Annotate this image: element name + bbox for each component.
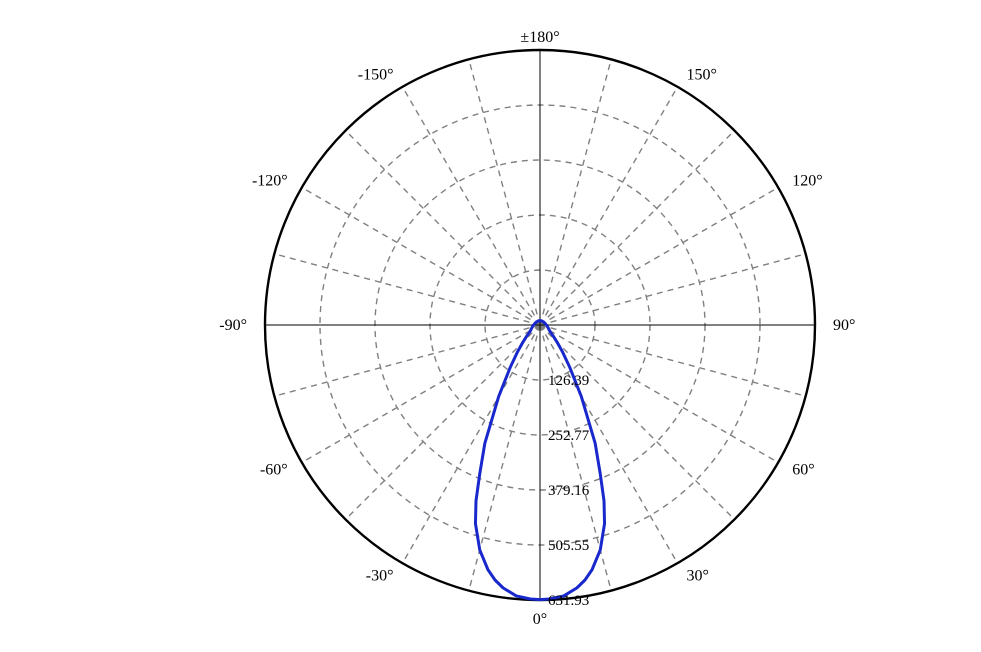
angle-label: 150° bbox=[687, 67, 717, 84]
radial-label: 505.55 bbox=[548, 538, 589, 554]
polar-chart: 126.39 252.77 379.16 505.55 631.930° 30° 60° 90… bbox=[0, 0, 981, 652]
radial-label: 631.93 bbox=[548, 593, 589, 609]
radial-label: 126.39 bbox=[548, 373, 589, 389]
radial-label: 252.77 bbox=[548, 428, 590, 444]
angle-label: 0° bbox=[533, 611, 547, 628]
angle-label: -150° bbox=[358, 67, 394, 84]
angle-label: 120° bbox=[792, 173, 822, 190]
radial-label: 379.16 bbox=[548, 483, 590, 499]
angle-label: -60° bbox=[260, 462, 288, 479]
angle-label: -30° bbox=[366, 567, 394, 584]
angle-label: 30° bbox=[687, 567, 709, 584]
angle-label: -90° bbox=[219, 317, 247, 334]
angle-label: -120° bbox=[252, 173, 288, 190]
angle-label: 90° bbox=[833, 317, 855, 334]
angle-label: 60° bbox=[792, 462, 814, 479]
angle-label: ±180° bbox=[520, 29, 559, 46]
polar-chart-svg: 126.39 252.77 379.16 505.55 631.930° 30° 60° 90… bbox=[0, 0, 981, 652]
